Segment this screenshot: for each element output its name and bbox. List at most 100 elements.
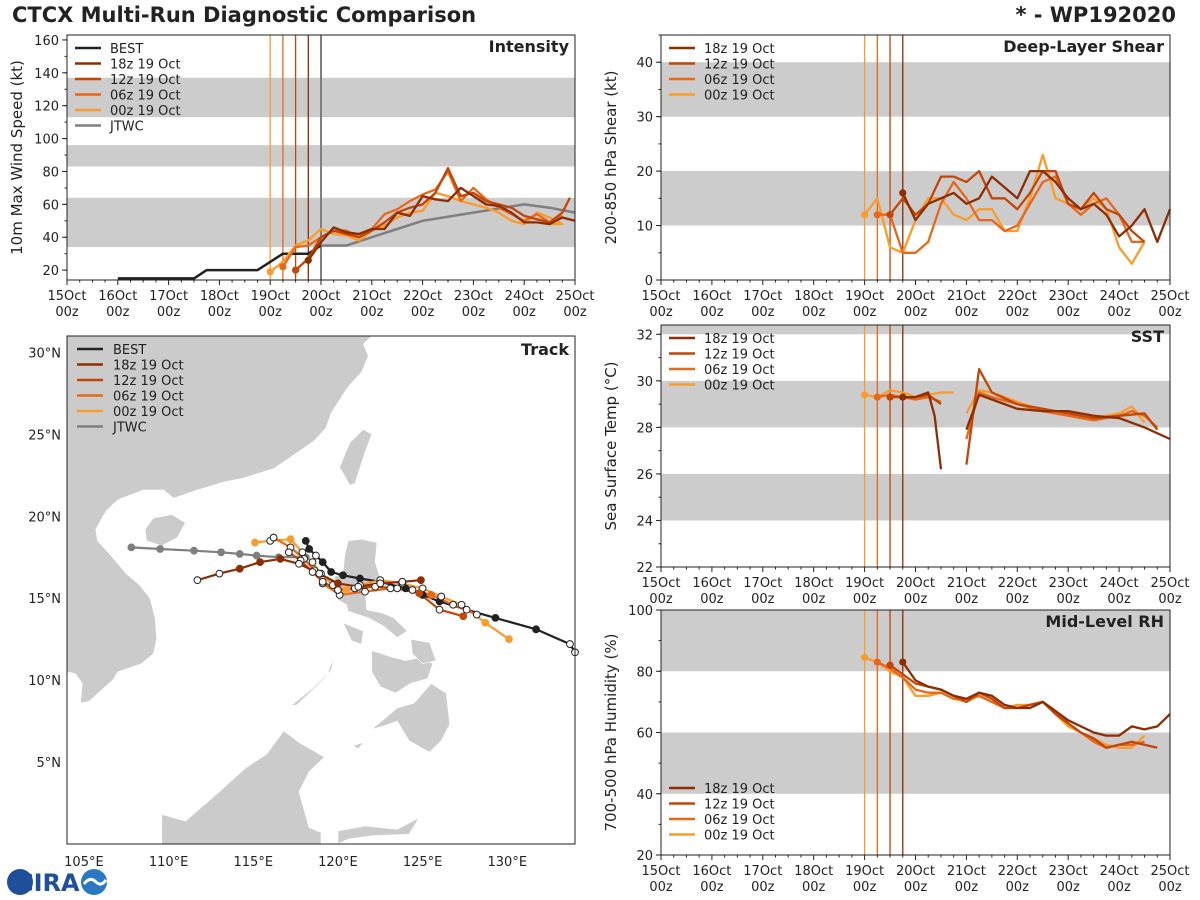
track-point-best [532, 625, 540, 634]
wave-icon [82, 877, 108, 886]
y-tick-label: 20 [636, 165, 653, 180]
legend-label: 00z 19 Oct [704, 379, 775, 394]
legend-label: 12z 19 Oct [704, 58, 775, 73]
x-tick-label-day: 24Oct [1100, 864, 1139, 879]
palawan-island [290, 655, 335, 707]
track-point-best [327, 568, 336, 576]
y-tick-label: 22 [636, 561, 653, 576]
x-tick-label-hour: 00z [157, 305, 181, 320]
track-point-r06 [361, 587, 369, 596]
series-line-r12 [294, 167, 571, 271]
lat-tick-label: 5°N [37, 756, 62, 771]
x-tick-label-day: 24Oct [1100, 576, 1139, 591]
x-tick-label-day: 19Oct [845, 289, 884, 304]
cira-logo-text: CIRA [16, 869, 80, 897]
track-point-best [301, 536, 310, 545]
x-tick-label-hour: 00z [1006, 592, 1030, 607]
track-point-r06 [408, 586, 417, 594]
y-tick-label: 10 [636, 220, 653, 235]
x-tick-label-hour: 00z [360, 305, 384, 320]
x-tick-label-day: 15Oct [641, 289, 680, 304]
y-tick-label: 100 [34, 133, 59, 148]
legend-label: 06z 19 Oct [113, 390, 184, 405]
x-tick-label-day: 20Oct [896, 864, 935, 879]
series-line-r18 [902, 391, 943, 470]
track-point-r06 [472, 610, 481, 619]
panel-title: Track [521, 340, 569, 359]
series-start-marker-r18 [899, 393, 907, 401]
legend-label: 06z 19 Oct [110, 89, 181, 104]
track-point-r12 [435, 605, 444, 614]
series-start-marker-r06 [873, 658, 881, 666]
track-point-best [339, 571, 347, 580]
y-tick-label: 20 [42, 264, 59, 279]
x-tick-label-day: 21Oct [947, 576, 986, 591]
visayas-islands [371, 650, 434, 694]
sulu-islands [352, 741, 365, 750]
x-tick-label-day: 16Oct [692, 864, 731, 879]
track-point-r00 [457, 600, 466, 609]
series-line-r18 [307, 186, 576, 261]
cira-logo: CIRA [7, 869, 108, 897]
legend-label: 12z 19 Oct [704, 798, 775, 813]
panel-title: Intensity [489, 37, 570, 56]
track-point-r18 [315, 569, 324, 578]
x-tick-label-hour: 00z [1158, 592, 1182, 607]
legend-label: 18z 19 Oct [110, 58, 181, 73]
track-point-r18 [398, 577, 407, 586]
x-tick-label-day: 18Oct [200, 289, 239, 304]
track-point-r06 [386, 584, 395, 593]
series-line-r06 [965, 391, 1159, 440]
y-tick-label: 26 [636, 468, 653, 483]
series-start-marker-r00 [861, 653, 869, 662]
y-tick-label: 0 [645, 274, 653, 289]
x-tick-label-hour: 00z [700, 880, 724, 895]
x-tick-label-day: 17Oct [743, 864, 782, 879]
track-point-jtwc [156, 545, 165, 553]
samar-island [410, 638, 437, 665]
x-tick-label-hour: 00z [955, 592, 979, 607]
series-start-marker-r12 [886, 661, 894, 669]
series-start-marker-r00 [861, 211, 869, 219]
storm-id: * - WP192020 [1015, 3, 1176, 27]
x-tick-label-hour: 00z [1006, 305, 1030, 320]
x-tick-label-day: 19Oct [845, 864, 884, 879]
x-tick-label-day: 21Oct [947, 289, 986, 304]
y-tick-label: 40 [636, 788, 653, 803]
x-tick-label-hour: 00z [309, 305, 333, 320]
track-point-r18 [376, 579, 385, 588]
legend-label: 00z 19 Oct [704, 89, 775, 104]
rh-panel: 2040608010015Oct00z16Oct00z17Oct00z18Oct… [602, 604, 1190, 895]
shaded-band [661, 610, 1170, 672]
y-tick-label: 120 [34, 100, 59, 115]
track-point-r06 [427, 591, 435, 599]
track-point-r18 [334, 579, 342, 588]
legend-label: 12z 19 Oct [110, 73, 181, 88]
legend-label: 12z 19 Oct [113, 374, 184, 389]
y-axis-label: 200-850 hPa Shear (kt) [602, 71, 620, 245]
mindoro-island [342, 622, 364, 645]
x-tick-label-hour: 00z [563, 305, 587, 320]
track-point-r00 [298, 548, 307, 557]
x-tick-label-hour: 00z [904, 305, 928, 320]
x-tick-label-day: 20Oct [301, 289, 340, 304]
x-tick-label-day: 15Oct [47, 289, 86, 304]
legend-label: 18z 19 Oct [704, 782, 775, 797]
y-tick-label: 40 [42, 231, 59, 246]
x-tick-label-hour: 00z [802, 880, 826, 895]
series-line-r12 [889, 169, 1146, 243]
x-tick-label-day: 23Oct [454, 289, 493, 304]
series-start-marker-r06 [279, 263, 287, 271]
track-point-best [318, 558, 327, 567]
track-point-r12 [308, 568, 317, 576]
legend-label: JTWC [109, 120, 144, 135]
track-point-best [462, 605, 471, 614]
track-point-r00 [342, 586, 351, 594]
x-tick-label-hour: 00z [700, 305, 724, 320]
y-tick-label: 80 [636, 665, 653, 680]
legend-label: 06z 19 Oct [704, 363, 775, 378]
shaded-band [661, 325, 1170, 335]
x-tick-label-day: 19Oct [251, 289, 290, 304]
lat-tick-label: 15°N [28, 592, 61, 607]
globe-icon [7, 869, 33, 895]
